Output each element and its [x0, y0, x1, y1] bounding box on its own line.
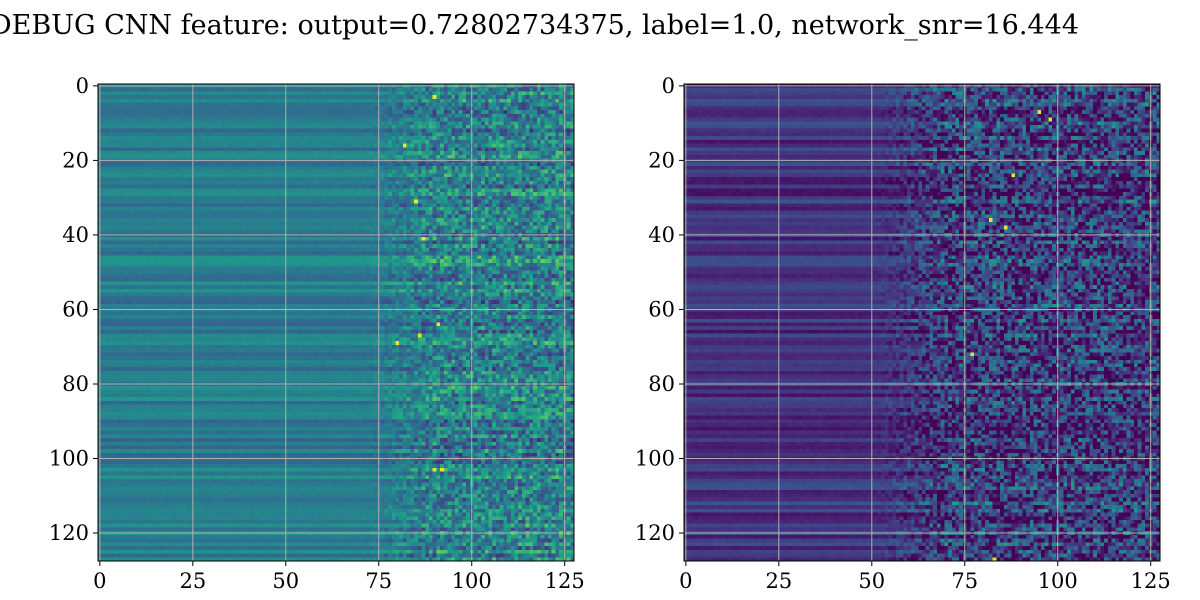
y-tick-label: 0 [662, 74, 675, 98]
y-tick-label: 20 [62, 148, 89, 172]
axes-frame [97, 83, 575, 562]
x-tick-label: 125 [545, 569, 585, 593]
x-tick-label: 25 [765, 569, 792, 593]
heatmap-panel-right: 0 25 50 75 100 125 0 20 40 60 80 100 120 [635, 74, 1171, 593]
x-tick-label: 100 [1038, 569, 1078, 593]
figure-title: DEBUG CNN feature: output=0.72802734375,… [0, 10, 1079, 41]
y-tick-label: 80 [62, 372, 89, 396]
x-tick-label: 0 [93, 569, 106, 593]
heatmap-panel-left: 0 25 50 75 100 125 0 20 40 60 80 100 120 [49, 74, 585, 593]
x-tick-label: 0 [679, 569, 692, 593]
x-tick-label: 100 [452, 569, 492, 593]
x-tick-label: 50 [858, 569, 885, 593]
x-tick-label: 75 [951, 569, 978, 593]
y-tick-label: 40 [62, 223, 89, 247]
x-tick-label: 125 [1131, 569, 1171, 593]
y-tick-label: 120 [635, 521, 675, 545]
axes-frame [683, 83, 1161, 562]
y-tick-label: 80 [648, 372, 675, 396]
x-tick-label: 75 [365, 569, 392, 593]
y-tick-label: 0 [76, 74, 89, 98]
y-tick-label: 60 [648, 297, 675, 321]
heatmap-image [684, 84, 1160, 561]
y-tick-label: 40 [648, 223, 675, 247]
y-tick-label: 100 [49, 447, 89, 471]
heatmap-image [98, 84, 574, 561]
y-tick-label: 100 [635, 447, 675, 471]
y-tick-label: 20 [648, 148, 675, 172]
y-tick-label: 60 [62, 297, 89, 321]
x-tick-label: 25 [179, 569, 206, 593]
y-tick-label: 120 [49, 521, 89, 545]
x-tick-label: 50 [272, 569, 299, 593]
